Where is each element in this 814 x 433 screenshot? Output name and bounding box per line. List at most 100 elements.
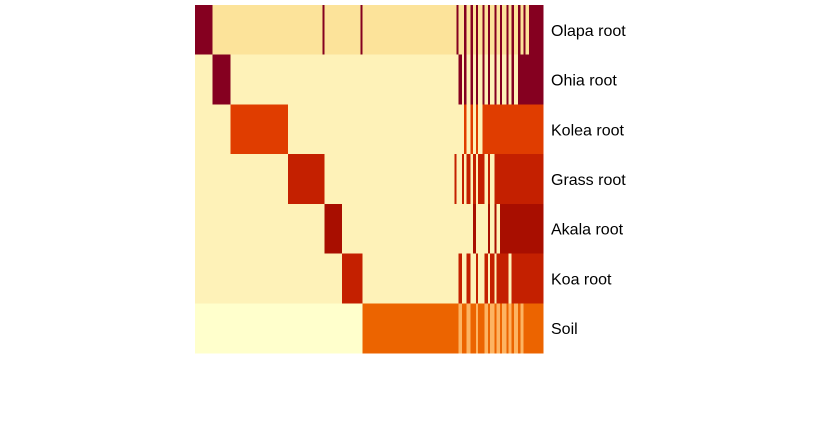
heatmap-cell	[482, 104, 485, 155]
heatmap-cell	[324, 154, 343, 205]
heatmap-cell	[464, 5, 467, 56]
heatmap-cell	[472, 253, 477, 304]
heatmap-cell	[472, 203, 477, 254]
heatmap-cell	[518, 54, 521, 105]
heatmap-cell	[456, 303, 460, 354]
heatmap-cell	[482, 54, 485, 105]
heatmap-cell	[525, 54, 530, 105]
heatmap-cell	[496, 5, 501, 56]
heatmap-cell	[322, 54, 326, 105]
heatmap-cell	[518, 303, 521, 354]
heatmap-cell	[464, 54, 467, 105]
heatmap-cell	[496, 154, 501, 205]
heatmap-cell	[287, 104, 323, 155]
heatmap-cell	[494, 303, 497, 354]
heatmap-cell	[520, 54, 524, 105]
heatmap-cell	[484, 203, 489, 254]
heatmap-cell	[287, 5, 323, 56]
heatmap-cell	[520, 104, 524, 155]
row-label: Kolea root	[551, 122, 624, 139]
heatmap-cell	[494, 154, 497, 205]
row-label: Ohia root	[551, 73, 617, 90]
heatmap-cell	[461, 154, 465, 205]
heatmap-cell	[490, 203, 495, 254]
heatmap-cell	[523, 203, 527, 254]
heatmap-cell	[511, 253, 515, 304]
heatmap-cell	[482, 253, 485, 304]
heatmap-cell	[506, 154, 509, 205]
heatmap-cell	[466, 203, 471, 254]
heatmap-cell	[484, 54, 489, 105]
heatmap-cell	[520, 253, 524, 304]
row-label: Olapa root	[551, 23, 626, 40]
heatmap-cell	[470, 203, 474, 254]
heatmap-cell	[496, 253, 501, 304]
heatmap-cell	[456, 104, 460, 155]
heatmap-cell	[513, 5, 519, 56]
heatmap-cell	[518, 104, 521, 155]
row-label: Soil	[551, 321, 578, 338]
heatmap-cell	[341, 203, 361, 254]
heatmap-cell	[362, 253, 455, 304]
heatmap-cell	[499, 54, 503, 105]
heatmap-cell	[464, 303, 467, 354]
heatmap-cell	[456, 5, 460, 56]
heatmap-cell	[475, 203, 479, 254]
heatmap-cell	[230, 5, 289, 56]
heatmap-cell	[508, 303, 513, 354]
heatmap-cell	[322, 154, 326, 205]
heatmap-cell	[454, 253, 457, 304]
heatmap-cell	[499, 154, 503, 205]
heatmap-cell	[456, 54, 460, 105]
row-labels: Olapa root Ohia root Kolea root Grass root A…	[551, 23, 626, 338]
heatmap-cell	[458, 5, 463, 56]
heatmap-cell	[478, 203, 483, 254]
heatmap-cell	[523, 5, 527, 56]
heatmap-cell	[230, 203, 289, 254]
heatmap-cell	[195, 253, 213, 304]
heatmap-cell	[511, 104, 515, 155]
heatmap-cell	[362, 154, 455, 205]
heatmap-cell	[454, 5, 457, 56]
heatmap-cell	[528, 253, 544, 304]
heatmap-cell	[520, 303, 524, 354]
heatmap-cell	[454, 54, 457, 105]
heatmap-cell	[322, 5, 326, 56]
heatmap-cell	[461, 253, 465, 304]
heatmap-cell	[322, 104, 326, 155]
heatmap-cell	[456, 203, 460, 254]
heatmap-cell	[230, 54, 289, 105]
heatmap-cell	[528, 104, 544, 155]
heatmap-cell	[482, 154, 485, 205]
heatmap-cell	[478, 5, 483, 56]
heatmap-cell	[458, 253, 463, 304]
heatmap-cell	[454, 303, 457, 354]
heatmap-cells	[195, 5, 544, 354]
heatmap-cell	[360, 203, 363, 254]
heatmap-cell	[513, 54, 519, 105]
row-label: Akala root	[551, 222, 624, 239]
heatmap-cell	[466, 253, 471, 304]
heatmap-cell	[494, 104, 497, 155]
heatmap-cell	[466, 5, 471, 56]
heatmap-cell	[475, 5, 479, 56]
heatmap-cell	[513, 154, 519, 205]
heatmap-cell	[212, 303, 232, 354]
heatmap-cell	[506, 253, 509, 304]
heatmap-cell	[523, 303, 527, 354]
heatmap-cell	[212, 54, 232, 105]
heatmap-cell	[478, 154, 483, 205]
heatmap-cell	[523, 154, 527, 205]
heatmap-cell	[466, 54, 471, 105]
heatmap-cell	[490, 303, 495, 354]
heatmap-cell	[341, 5, 361, 56]
heatmap-cell	[501, 5, 507, 56]
heatmap-cell	[501, 54, 507, 105]
heatmap-cell	[523, 104, 527, 155]
heatmap-cell	[499, 104, 503, 155]
heatmap-cell	[195, 203, 213, 254]
heatmap-cell	[362, 203, 455, 254]
heatmap-cell	[518, 253, 521, 304]
heatmap-cell	[482, 303, 485, 354]
